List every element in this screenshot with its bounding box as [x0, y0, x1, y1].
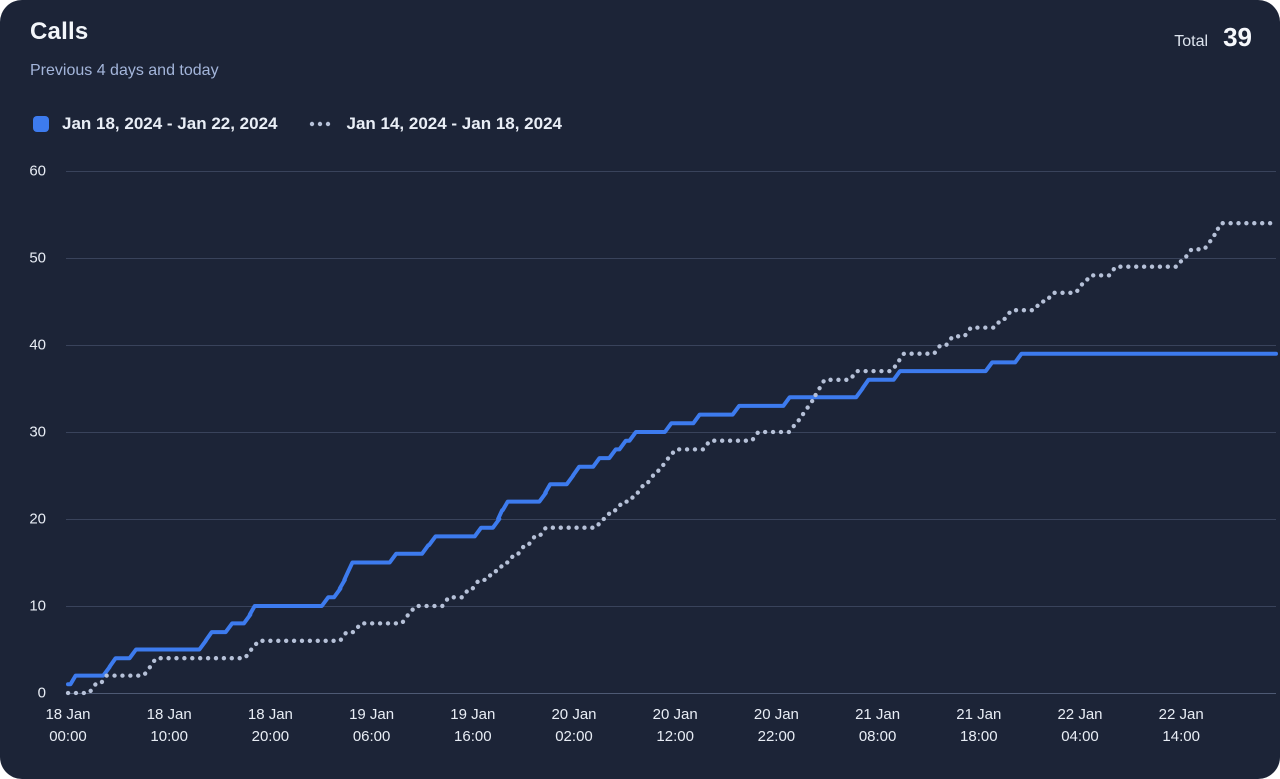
chart-subtitle: Previous 4 days and today — [30, 62, 219, 79]
x-tick-time: 00:00 — [49, 728, 87, 745]
x-tick-time: 22:00 — [757, 728, 796, 745]
x-tick-label: 19 Jan 06:00 — [321, 704, 423, 748]
gridline-y-60 — [66, 170, 1276, 172]
chart-title: Calls — [30, 18, 89, 45]
y-tick-label: 50 — [29, 249, 46, 267]
x-tick-time: 02:00 — [555, 728, 593, 745]
y-tick-label: 10 — [29, 597, 46, 615]
gridline-y-40 — [66, 344, 1276, 346]
x-tick-label: 20 Jan 22:00 — [725, 704, 827, 748]
y-tick-label: 60 — [29, 162, 46, 180]
x-tick-date: 21 Jan — [956, 706, 1002, 723]
x-tick-time: 10:00 — [150, 728, 188, 745]
y-tick-label: 30 — [29, 423, 46, 441]
x-tick-date: 18 Jan — [247, 706, 293, 723]
x-tick-time: 14:00 — [1162, 728, 1200, 745]
total-label: Total — [1174, 33, 1209, 50]
x-tick-time: 18:00 — [960, 728, 998, 745]
x-tick-time: 08:00 — [858, 728, 897, 745]
current-period-swatch-icon — [33, 116, 49, 132]
x-tick-time: 16:00 — [454, 728, 492, 745]
x-tick-label: 20 Jan 02:00 — [523, 704, 625, 748]
gridline-y-0 — [66, 692, 1276, 694]
x-tick-date: 19 Jan — [450, 706, 496, 723]
x-tick-date: 22 Jan — [1057, 706, 1103, 723]
total-value: 39 — [1223, 22, 1252, 52]
series-line-previous-period — [65, 221, 1279, 696]
x-tick-date: 20 Jan — [551, 706, 597, 723]
x-tick-label: 18 Jan 20:00 — [219, 704, 321, 748]
chart-legend: Jan 18, 2024 - Jan 22, 2024 Jan 14, 2024… — [33, 114, 562, 134]
legend-item-current-period[interactable]: Jan 18, 2024 - Jan 22, 2024 — [33, 114, 278, 134]
y-tick-label: 0 — [37, 684, 46, 702]
legend-item-previous-period[interactable]: Jan 14, 2024 - Jan 18, 2024 — [308, 114, 563, 134]
previous-period-dotted-line-icon — [309, 121, 330, 127]
legend-label-current-period: Jan 18, 2024 - Jan 22, 2024 — [62, 114, 278, 133]
gridline-y-10 — [66, 605, 1276, 607]
series-line-current-period — [66, 351, 1278, 687]
gridline-y-50 — [66, 257, 1276, 259]
legend-label-previous-period: Jan 14, 2024 - Jan 18, 2024 — [346, 114, 563, 133]
total-summary: Total 39 — [1174, 22, 1252, 53]
y-tick-label: 20 — [29, 510, 46, 528]
x-tick-label: 21 Jan 18:00 — [928, 704, 1030, 748]
gridline-y-20 — [66, 518, 1276, 520]
x-tick-label: 22 Jan 14:00 — [1130, 704, 1232, 748]
x-tick-label: 18 Jan 10:00 — [118, 704, 220, 748]
x-tick-date: 19 Jan — [349, 706, 395, 723]
x-tick-date: 22 Jan — [1158, 706, 1204, 723]
x-tick-label: 19 Jan 16:00 — [422, 704, 524, 748]
x-tick-date: 21 Jan — [855, 706, 901, 723]
x-tick-time: 06:00 — [352, 728, 391, 745]
x-tick-label: 18 Jan 00:00 — [17, 704, 119, 748]
gridline-y-30 — [66, 431, 1276, 433]
x-tick-time: 04:00 — [1061, 728, 1099, 745]
x-tick-date: 20 Jan — [652, 706, 698, 723]
x-tick-time: 12:00 — [656, 728, 694, 745]
x-tick-time: 20:00 — [251, 728, 290, 745]
x-tick-label: 21 Jan 08:00 — [827, 704, 929, 748]
x-tick-date: 18 Jan — [45, 706, 91, 723]
x-tick-label: 20 Jan 12:00 — [624, 704, 726, 748]
x-tick-date: 18 Jan — [146, 706, 192, 723]
x-tick-label: 22 Jan 04:00 — [1029, 704, 1131, 748]
x-tick-date: 20 Jan — [753, 706, 799, 723]
y-tick-label: 40 — [29, 336, 46, 354]
